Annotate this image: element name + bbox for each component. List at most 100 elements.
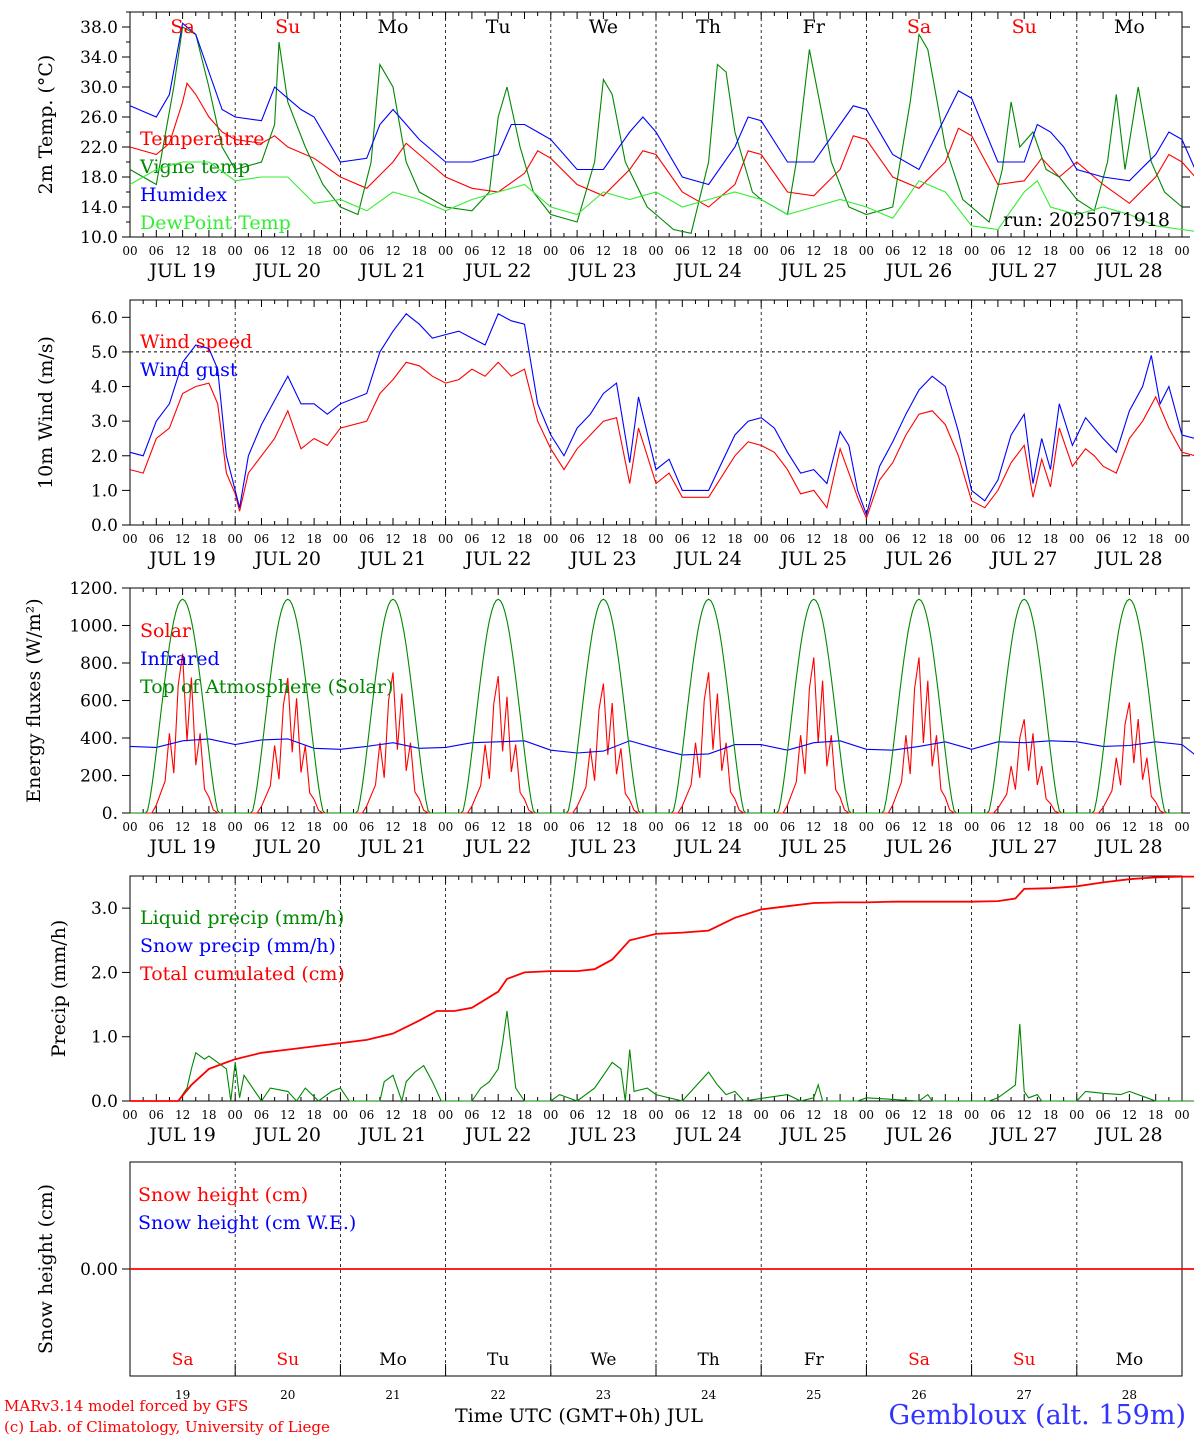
precip-series-line-0	[130, 1010, 1194, 1104]
hour-tick-label: 18	[306, 1108, 321, 1122]
hour-tick-label: 06	[464, 244, 479, 258]
hour-tick-label: 12	[806, 1108, 821, 1122]
day-of-week-label: Tu	[487, 1350, 509, 1370]
energy-y-tick-label: 600.	[80, 692, 118, 712]
hour-tick-label: 06	[780, 820, 795, 834]
wind-y-tick-label: 1.0	[91, 481, 118, 501]
hour-tick-label: 12	[701, 1108, 716, 1122]
hour-tick-label: 00	[543, 532, 558, 546]
energy-y-axis-label: Energy fluxes (W/m²)	[23, 598, 45, 802]
hour-tick-label: 12	[1122, 1108, 1137, 1122]
hour-tick-label: 00	[648, 244, 663, 258]
wind-y-tick-label: 4.0	[91, 378, 118, 398]
hour-tick-label: 18	[622, 1108, 637, 1122]
hour-tick-label: 00	[754, 532, 769, 546]
hour-tick-label: 12	[1017, 244, 1032, 258]
wind-y-axis-label: 10m Wind (m/s)	[35, 336, 57, 489]
hour-tick-label: 12	[806, 244, 821, 258]
temperature-y-tick-label: 38.0	[80, 18, 118, 38]
hour-tick-label: 00	[648, 820, 663, 834]
hour-tick-label: 12	[806, 820, 821, 834]
temperature-y-tick-label: 34.0	[80, 48, 118, 68]
date-label: JUL 25	[779, 836, 847, 858]
day-of-week-label: Mo	[378, 16, 409, 38]
date-label: JUL 24	[673, 260, 741, 282]
day-of-week-label: Mo	[1116, 1350, 1144, 1370]
temperature-legend-entry: Humidex	[140, 184, 227, 206]
panel-energy: 00 06 12 18 00 06 12 18 00 06 12 18 00 06 12 18 00 06 12 18…	[23, 579, 1194, 858]
hour-tick-label: 06	[149, 820, 164, 834]
energy-frame	[129, 587, 1183, 814]
hour-tick-label: 06	[885, 820, 900, 834]
hour-tick-label: 12	[1122, 532, 1137, 546]
day-of-week-label: Su	[276, 1350, 299, 1370]
temperature-y-tick-label: 26.0	[80, 108, 118, 128]
wind-y-tick-label: 5.0	[91, 343, 118, 363]
hour-tick-label: 12	[1122, 820, 1137, 834]
temperature-legend-entry: Temperature	[140, 128, 264, 150]
date-label: JUL 26	[884, 548, 952, 570]
hour-tick-label: 00	[122, 244, 137, 258]
date-label: JUL 26	[884, 836, 952, 858]
hour-tick-label: 00	[122, 1108, 137, 1122]
hour-tick-label: 00	[543, 1108, 558, 1122]
day-of-week-label: Th	[697, 1350, 719, 1370]
energy-legend-entry: Top of Atmosphere (Solar)	[140, 676, 393, 698]
hour-tick-label: 06	[149, 1108, 164, 1122]
date-label: JUL 19	[147, 1124, 215, 1146]
precip-y-axis-label: Precip (mm/h)	[48, 920, 70, 1058]
wind-y-tick-label: 3.0	[91, 412, 118, 432]
hour-tick-label: 12	[491, 244, 506, 258]
temperature-y-tick-label: 18.0	[80, 168, 118, 188]
temperature-series-line-0	[129, 82, 1194, 208]
hour-tick-label: 06	[464, 820, 479, 834]
hour-tick-label: 18	[306, 244, 321, 258]
hour-tick-label: 06	[675, 1108, 690, 1122]
day-number-label: 27	[1017, 1388, 1032, 1402]
precip-y-tick-label: 0.0	[91, 1092, 118, 1112]
energy-series-line-2	[130, 598, 1182, 814]
hour-tick-label: 12	[385, 244, 400, 258]
day-of-week-label: Fr	[804, 1350, 825, 1370]
hour-tick-label: 06	[885, 1108, 900, 1122]
hour-tick-label: 12	[701, 244, 716, 258]
hour-tick-label: 00	[438, 532, 453, 546]
hour-tick-label: 12	[1122, 244, 1137, 258]
hour-tick-label: 00	[228, 244, 243, 258]
hour-tick-label: 18	[832, 244, 847, 258]
date-label: JUL 22	[463, 836, 531, 858]
hour-tick-label: 18	[832, 532, 847, 546]
hour-tick-label: 00	[859, 1108, 874, 1122]
date-label: JUL 25	[779, 548, 847, 570]
hour-tick-label: 00	[754, 820, 769, 834]
precip-y-tick-label: 3.0	[91, 899, 118, 919]
energy-y-tick-label: 200.	[80, 767, 118, 787]
date-label: JUL 21	[358, 260, 426, 282]
hour-tick-label: 00	[964, 1108, 979, 1122]
hour-tick-label: 06	[569, 244, 584, 258]
temperature-y-tick-label: 30.0	[80, 78, 118, 98]
energy-y-tick-label: 1200.	[69, 579, 118, 599]
hour-tick-label: 06	[885, 532, 900, 546]
hour-tick-label: 00	[1174, 244, 1189, 258]
hour-tick-label: 06	[1095, 820, 1110, 834]
hour-tick-label: 00	[1174, 532, 1189, 546]
hour-tick-label: 00	[438, 1108, 453, 1122]
snow-y-tick-label: 0.00	[80, 1260, 118, 1280]
hour-tick-label: 00	[333, 244, 348, 258]
precip-legend-entry: Liquid precip (mm/h)	[140, 907, 344, 929]
hour-tick-label: 06	[885, 244, 900, 258]
hour-tick-label: 00	[543, 820, 558, 834]
snow-y-axis-label: Snow height (cm)	[35, 1184, 57, 1354]
panel-snow: Sa 19 Su 20 Mo 21 Tu 22 We 23 Th 24 Fr 25 Sa 26 Su 27 Mo 28…	[35, 1161, 1194, 1402]
hour-tick-label: 06	[990, 244, 1005, 258]
hour-tick-label: 12	[280, 244, 295, 258]
precip-legend-entry: Snow precip (mm/h)	[140, 935, 336, 957]
date-label: JUL 20	[253, 548, 321, 570]
hour-tick-label: 12	[385, 532, 400, 546]
energy-legend-entry: Infrared	[140, 648, 220, 670]
date-label: JUL 23	[568, 548, 636, 570]
panel-temperature: 00 06 12 18 00 06 12 18 00 06 12 18 00 06 12 18 00 06 12 18…	[35, 11, 1194, 282]
hour-tick-label: 12	[1017, 532, 1032, 546]
date-label: JUL 20	[253, 836, 321, 858]
